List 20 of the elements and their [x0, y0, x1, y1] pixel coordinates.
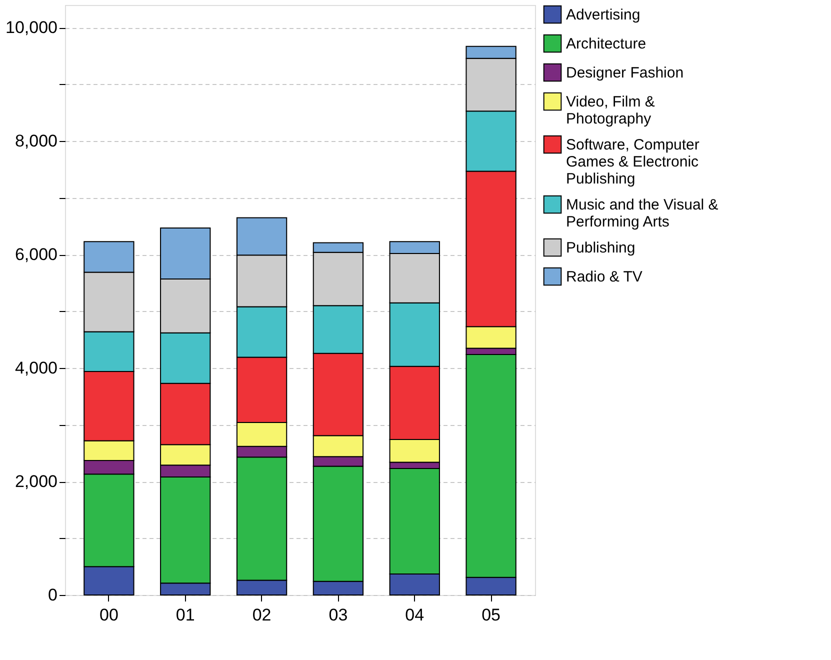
- x-tick-label: 04: [405, 606, 424, 624]
- legend-label: Advertising: [566, 6, 640, 24]
- legend-label: Publishing: [566, 240, 636, 256]
- legend-label: Architecture: [566, 36, 646, 52]
- x-tick-label: 02: [252, 606, 272, 624]
- y-tick-label: 6,000: [14, 245, 58, 264]
- y-tick-label: 8,000: [14, 132, 58, 151]
- legend-label: Radio & TV: [566, 268, 642, 286]
- x-tick-label: 05: [482, 606, 501, 624]
- legend-label: Software, Computer Games & Electronic Publishing: [566, 136, 700, 188]
- legend-label: Designer Fashion: [566, 64, 684, 82]
- y-tick-label: 4,000: [14, 358, 58, 378]
- x-tick-label: 01: [176, 606, 195, 624]
- legend-label: Video, Film & Photography: [566, 94, 655, 128]
- y-tick-label: 2,000: [14, 472, 58, 492]
- y-tick-label: 0: [48, 586, 58, 604]
- legend-label: Music and the Visual & Performing Arts: [566, 196, 718, 230]
- x-tick-label: 00: [99, 606, 118, 624]
- y-tick-label: 10,000: [6, 18, 58, 38]
- x-tick-label: 03: [328, 606, 348, 624]
